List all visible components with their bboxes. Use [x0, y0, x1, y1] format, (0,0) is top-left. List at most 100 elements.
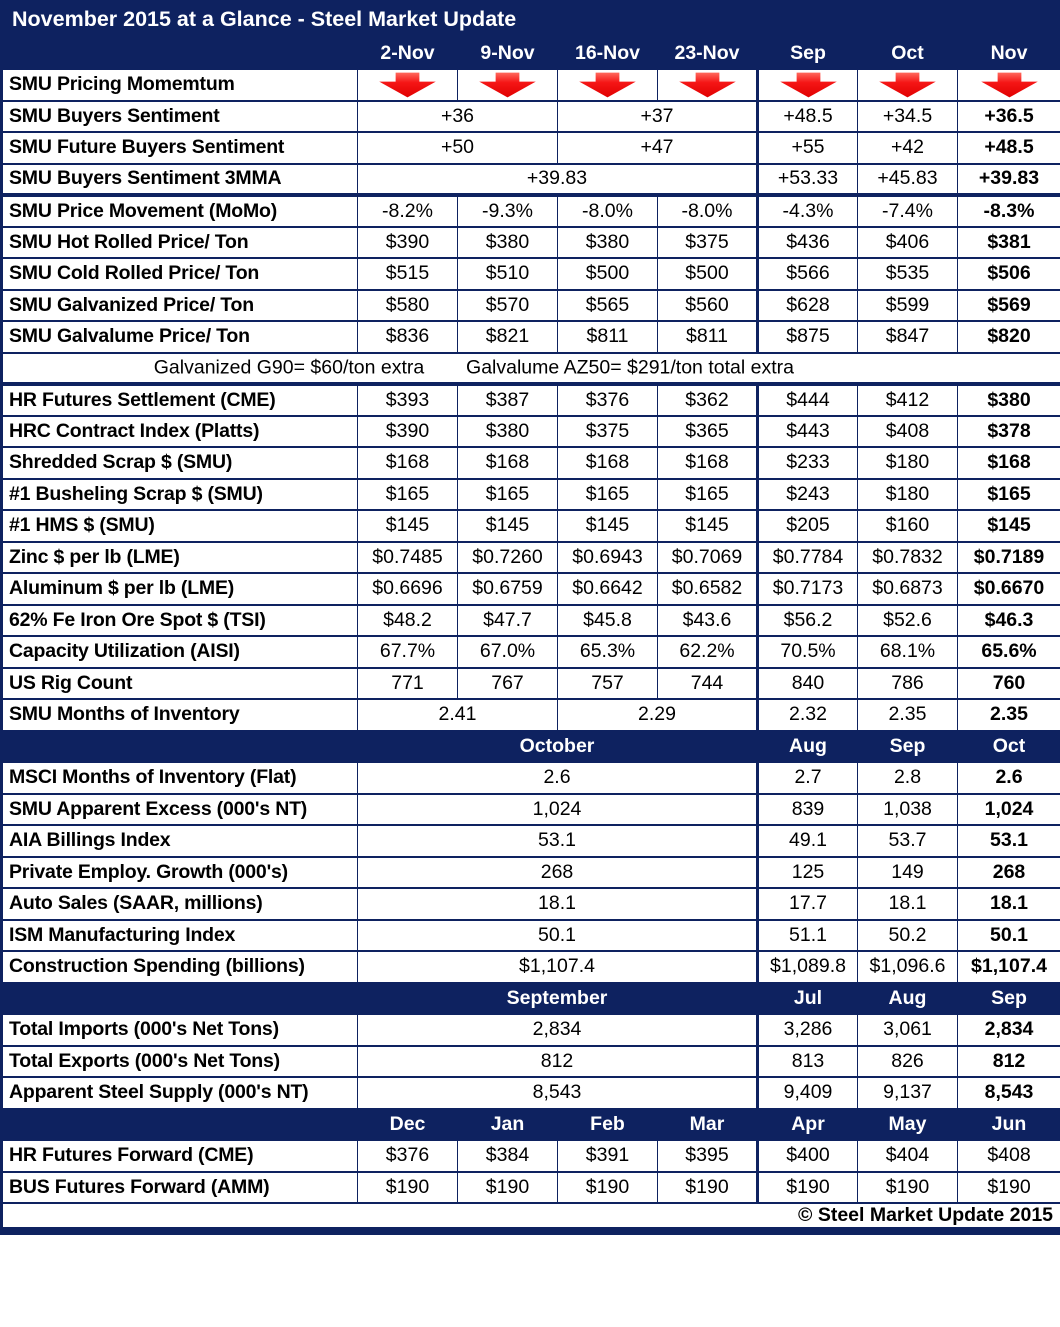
value-cell: -8.2% [357, 193, 458, 228]
value-cell: $515 [357, 257, 458, 291]
copyright-text: © Steel Market Update 2015 [0, 1202, 1060, 1232]
value-cell: $384 [457, 1139, 558, 1173]
section-month-header: May [857, 1107, 958, 1141]
note-row: Galvanized G90= $60/ton extra Galvalume A… [0, 351, 1060, 385]
page-title: November 2015 at a Glance - Steel Market… [0, 0, 1060, 39]
value-cell: $365 [657, 414, 758, 448]
value-cell: 18.1 [357, 887, 758, 921]
value-cell: 53.1 [956, 824, 1060, 858]
value-cell: $168 [357, 446, 458, 480]
value-cell: 760 [956, 666, 1060, 700]
table-row: US Rig Count 771 767 757 744 840 786 760 [1, 666, 1060, 700]
value-cell: $190 [357, 1170, 458, 1204]
row-label: #1 Busheling Scrap $ (SMU) [1, 477, 358, 511]
value-cell: $0.6582 [657, 572, 758, 606]
header-blank-cell [1, 36, 358, 70]
row-label: SMU Buyers Sentiment 3MMA [1, 162, 358, 196]
value-cell: 53.1 [357, 824, 758, 858]
value-cell: +37 [557, 99, 758, 133]
value-cell: -8.0% [657, 193, 758, 228]
value-cell: $444 [756, 382, 858, 417]
section-label-blank [1, 981, 358, 1015]
value-cell: 2.8 [857, 761, 958, 795]
section-month-header: Aug [857, 981, 958, 1015]
value-cell: $404 [857, 1139, 958, 1173]
row-label: SMU Months of Inventory [1, 698, 358, 732]
value-cell: $565 [557, 288, 658, 322]
value-cell: +48.5 [756, 99, 858, 133]
value-cell: $0.6943 [557, 540, 658, 574]
value-cell: 8,543 [956, 1076, 1060, 1110]
section-header-row: October Aug Sep Oct [1, 729, 1060, 763]
value-cell: $580 [357, 288, 458, 322]
value-cell: $1,096.6 [857, 950, 958, 984]
section-month-header: Sep [857, 729, 958, 763]
value-cell: $168 [557, 446, 658, 480]
value-cell: $243 [756, 477, 858, 511]
column-header: 2-Nov [357, 36, 458, 70]
value-cell: $0.7173 [756, 572, 858, 606]
value-cell: +39.83 [956, 162, 1060, 196]
section-month-header: Jul [756, 981, 858, 1015]
value-cell: +53.33 [756, 162, 858, 196]
table-row: SMU Months of Inventory 2.41 2.29 2.32 2.35 2… [1, 698, 1060, 732]
value-cell: $393 [357, 382, 458, 417]
value-cell: $0.6696 [357, 572, 458, 606]
value-cell: $190 [956, 1170, 1060, 1204]
table-row: SMU Galvanized Price/ Ton $580 $570 $565 $56… [1, 288, 1060, 322]
value-cell: $205 [756, 509, 858, 543]
value-cell: $0.7485 [357, 540, 458, 574]
value-cell: $168 [457, 446, 558, 480]
value-cell: $500 [657, 257, 758, 291]
value-cell: 65.3% [557, 635, 658, 669]
table-row: Total Exports (000's Net Tons) 812 813 826 8… [1, 1044, 1060, 1078]
table-row: Private Employ. Growth (000's) 268 125 149 2… [1, 855, 1060, 889]
section-month-header: Apr [756, 1107, 858, 1141]
value-cell: 50.1 [956, 918, 1060, 952]
value-cell: 771 [357, 666, 458, 700]
value-cell: 18.1 [956, 887, 1060, 921]
value-cell: $847 [857, 320, 958, 354]
table-row: Apparent Steel Supply (000's NT) 8,543 9,4… [1, 1076, 1060, 1110]
value-cell: +39.83 [357, 162, 758, 196]
value-cell: $145 [457, 509, 558, 543]
value-cell: 268 [357, 855, 758, 889]
value-cell: 2.6 [357, 761, 758, 795]
section-label-blank [1, 729, 358, 763]
value-cell: $0.7784 [756, 540, 858, 574]
table-row: ISM Manufacturing Index 50.1 51.1 50.2 50.1 [1, 918, 1060, 952]
value-cell: 813 [756, 1044, 858, 1078]
value-cell: $168 [956, 446, 1060, 480]
row-label: MSCI Months of Inventory (Flat) [1, 761, 358, 795]
value-cell: $875 [756, 320, 858, 354]
value-cell: $811 [657, 320, 758, 354]
table-row: SMU Future Buyers Sentiment +50 +47 +55 +42 +… [1, 131, 1060, 165]
table-row: Total Imports (000's Net Tons) 2,834 3,286… [1, 1013, 1060, 1047]
row-label: Capacity Utilization (AISI) [1, 635, 358, 669]
value-cell: 2,834 [956, 1013, 1060, 1047]
table-row: Aluminum $ per lb (LME) $0.6696 $0.6759 $0.… [1, 572, 1060, 606]
row-label: Aluminum $ per lb (LME) [1, 572, 358, 606]
row-label: Zinc $ per lb (LME) [1, 540, 358, 574]
section-month-header: Aug [756, 729, 858, 763]
table-row: SMU Cold Rolled Price/ Ton $515 $510 $500 $5… [1, 257, 1060, 291]
table-row: SMU Buyers Sentiment +36 +37 +48.5 +34.5 +36.… [1, 99, 1060, 133]
value-cell: $190 [756, 1170, 858, 1204]
value-cell: 767 [457, 666, 558, 700]
table-row: Capacity Utilization (AISI) 67.7% 67.0% 65.… [1, 635, 1060, 669]
value-cell: $190 [557, 1170, 658, 1204]
value-cell: $190 [457, 1170, 558, 1204]
row-label: Construction Spending (billions) [1, 950, 358, 984]
value-cell: $0.6759 [457, 572, 558, 606]
column-header: 23-Nov [657, 36, 758, 70]
value-cell: +47 [557, 131, 758, 165]
value-cell: $395 [657, 1139, 758, 1173]
momentum-arrow-cell [756, 68, 858, 102]
section-month-header: Dec [357, 1107, 458, 1141]
value-cell: 18.1 [857, 887, 958, 921]
column-header: Nov [956, 36, 1060, 70]
section-month-header: Mar [657, 1107, 758, 1141]
value-cell: -4.3% [756, 193, 858, 228]
value-cell: $599 [857, 288, 958, 322]
value-cell: 2.7 [756, 761, 858, 795]
